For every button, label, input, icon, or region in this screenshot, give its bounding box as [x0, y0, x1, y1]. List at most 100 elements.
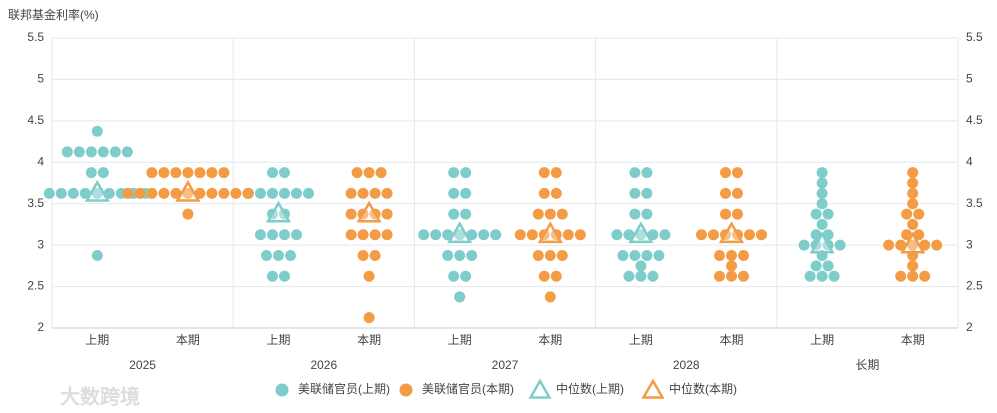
y2-tick-label: 4 [966, 154, 973, 168]
dot [574, 229, 586, 241]
dot [641, 187, 653, 199]
x-tick-label: 本期 [357, 333, 381, 347]
dot [303, 187, 314, 199]
dot [418, 229, 430, 241]
watermark: 大数跨境 [60, 384, 140, 408]
y-tick-label: 5 [37, 72, 44, 86]
dot [267, 187, 278, 199]
dot [641, 250, 653, 261]
dot [182, 167, 194, 179]
dot [255, 229, 266, 241]
dot [617, 250, 629, 261]
dot [556, 208, 568, 220]
dot [562, 229, 574, 241]
dot [907, 177, 919, 189]
dot [345, 187, 357, 199]
dot [538, 187, 550, 199]
group-label: 2027 [492, 358, 519, 372]
dot [357, 187, 369, 199]
dot [460, 208, 472, 220]
y2-tick-label: 2 [966, 320, 973, 334]
y2-tick-label: 3 [966, 237, 973, 251]
dot [230, 187, 242, 199]
dot [913, 208, 925, 220]
dot [550, 270, 562, 282]
dot [635, 229, 647, 241]
dot [218, 167, 230, 179]
y2-tick-label: 3.5 [966, 196, 983, 210]
dot [828, 270, 840, 282]
dot [369, 187, 381, 199]
group-label: 2026 [310, 358, 337, 372]
y-tick-label: 5.5 [27, 30, 44, 44]
dot [460, 270, 472, 282]
y-tick-label: 2.5 [27, 279, 44, 293]
dot [732, 167, 743, 179]
x-tick-label: 上期 [85, 333, 109, 347]
dot [720, 208, 731, 220]
dot [907, 198, 919, 210]
dot [363, 167, 375, 179]
dot [381, 208, 393, 220]
y-tick-label: 4 [37, 154, 44, 168]
dot [514, 229, 526, 241]
dot [73, 146, 85, 158]
dot [907, 167, 919, 179]
y-tick-label: 4.5 [27, 113, 44, 127]
dot [556, 250, 568, 261]
dot [357, 229, 369, 241]
dot [732, 208, 743, 220]
dot [611, 229, 623, 241]
y-tick-label: 2 [37, 320, 44, 334]
y2-tick-label: 4.5 [966, 113, 983, 127]
dot [816, 177, 828, 189]
dot [146, 187, 158, 199]
dot [158, 187, 170, 199]
dot [659, 229, 671, 241]
x-tick-label: 本期 [176, 333, 200, 347]
legend-marker [528, 378, 552, 399]
dot [629, 250, 641, 261]
dot [641, 208, 653, 220]
x-tick-label: 上期 [810, 333, 834, 347]
dot [816, 270, 828, 282]
dot [261, 250, 272, 261]
median-marker [537, 221, 563, 244]
dot [907, 260, 919, 272]
dot [635, 270, 647, 282]
dot [351, 167, 363, 179]
median-marker [265, 200, 292, 223]
dot [454, 250, 466, 261]
dot [810, 208, 822, 220]
dot [194, 167, 206, 179]
dot [810, 260, 822, 272]
dot [931, 239, 943, 251]
group-label: 长期 [855, 358, 879, 372]
dot [883, 239, 895, 251]
dot [901, 208, 913, 220]
dot [381, 229, 393, 241]
dot [375, 167, 387, 179]
dot [97, 146, 109, 158]
dot [726, 260, 737, 272]
dot [816, 218, 828, 230]
dot [206, 167, 218, 179]
dot [121, 146, 133, 158]
dot [448, 167, 460, 179]
dot [55, 187, 67, 199]
dot [708, 229, 719, 241]
x-tick-label: 本期 [538, 333, 562, 347]
dot [267, 270, 278, 282]
dot [206, 187, 218, 199]
dot [907, 270, 919, 282]
x-tick-label: 本期 [719, 333, 743, 347]
dot [85, 146, 97, 158]
dot [816, 187, 828, 199]
dot [466, 250, 478, 261]
group-label: 2028 [673, 358, 700, 372]
dot [720, 167, 731, 179]
group-label: 2025 [129, 358, 156, 372]
dot [532, 208, 544, 220]
dot [526, 229, 538, 241]
